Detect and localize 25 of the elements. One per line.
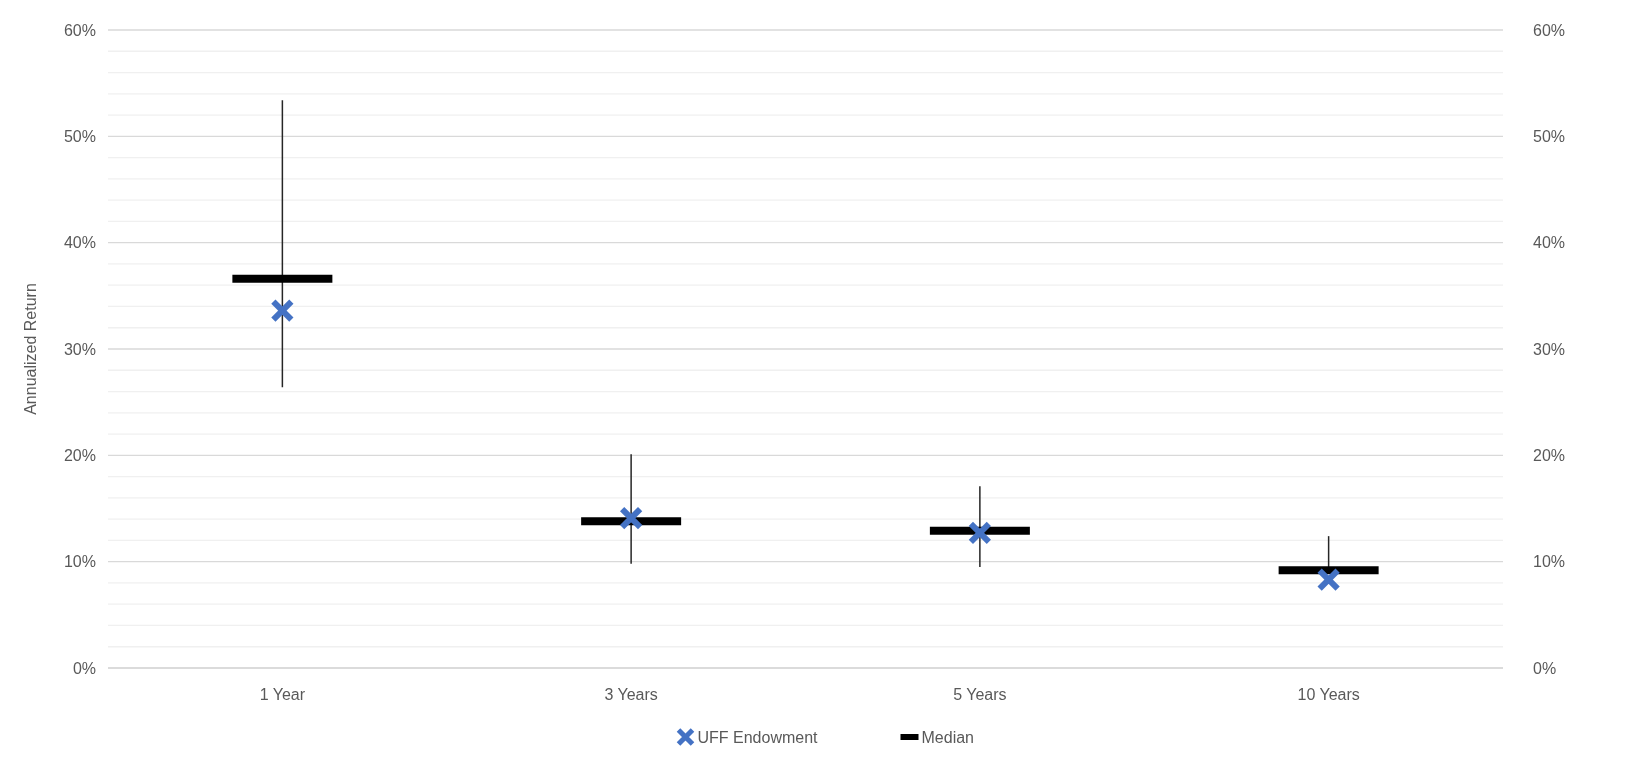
legend-label: UFF Endowment <box>697 728 819 746</box>
y2-tick-label: 20% <box>1533 446 1566 464</box>
x-tick-label: 5 Years <box>953 686 1007 703</box>
point <box>967 520 992 545</box>
point <box>619 506 644 531</box>
x-tick-label: 3 Years <box>604 686 658 703</box>
point <box>270 298 295 323</box>
y-tick-label: 40% <box>63 234 96 252</box>
y2-tick-label: 30% <box>1533 340 1566 358</box>
y2-tick-label: 10% <box>1533 553 1566 571</box>
y-tick-label: 30% <box>63 340 96 358</box>
y-tick-label: 20% <box>63 446 96 464</box>
y-tick-label: 10% <box>63 553 96 571</box>
y-tick-label: 60% <box>63 21 96 39</box>
y2-tick-label: 40% <box>1533 234 1566 252</box>
legend-label: Median <box>921 728 974 746</box>
y2-tick-label: 50% <box>1533 127 1566 145</box>
x-tick-label: 10 Years <box>1297 686 1360 703</box>
y-tick-label: 50% <box>63 127 96 145</box>
y2-tick-label: 0% <box>1533 659 1557 677</box>
y-axis-title: Annualized Return <box>22 283 39 415</box>
y-tick-label: 0% <box>72 659 96 677</box>
x-tick-label: 1 Year <box>259 686 306 703</box>
point <box>1316 567 1341 592</box>
y2-tick-label: 60% <box>1533 21 1566 39</box>
